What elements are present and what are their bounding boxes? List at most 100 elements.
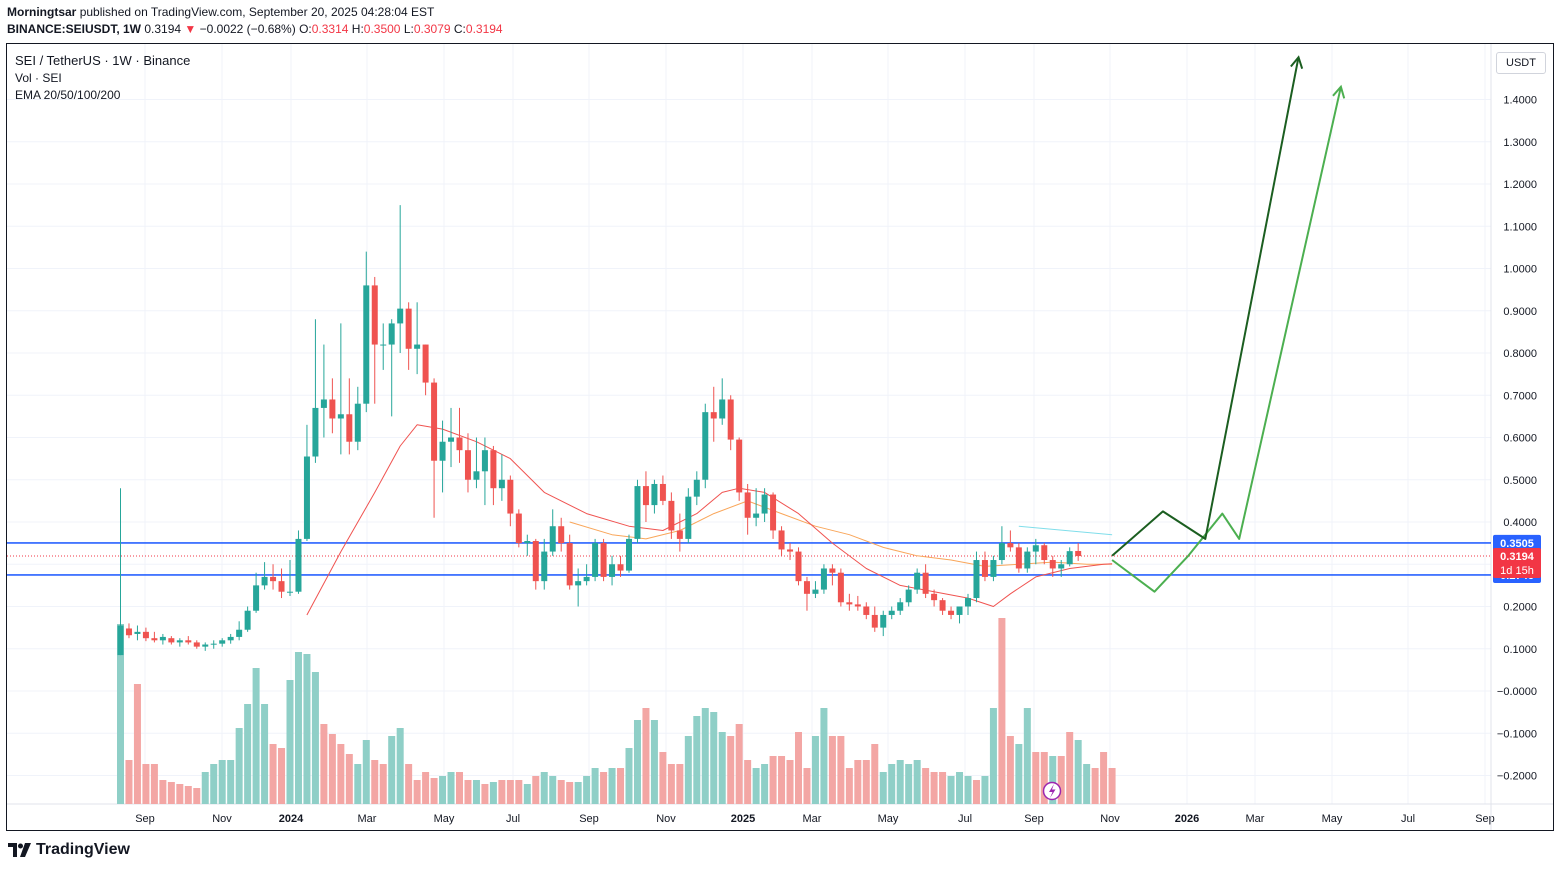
volume-bar [956,772,964,804]
down-arrow-icon: ▼ [184,22,197,36]
x-tick-label: Nov [212,813,232,825]
candle-body [337,414,344,419]
candle-body [176,640,183,643]
volume-bar [684,736,692,804]
y-tick-label: 0.9000 [1503,306,1537,318]
candle-body [142,631,149,639]
volume-bar [328,734,336,804]
volume-bar [320,724,328,804]
candle-body [778,530,785,550]
brand-name: TradingView [36,841,130,858]
candle-body [1058,564,1065,569]
x-tick-label: Nov [656,813,676,825]
candle-body [710,412,717,419]
volume-bar [667,764,675,804]
volume-bar [718,732,726,804]
volume-bar [269,744,277,804]
x-tick-label: Mar [1246,813,1265,825]
candle-body [719,399,726,419]
volume-bar [549,776,557,804]
low-value: 0.3079 [413,22,451,36]
volume-bar [786,760,794,804]
candle-body [998,543,1005,561]
x-tick-label: Jul [958,813,972,825]
x-tick-label: Nov [1100,813,1120,825]
volume-bar [650,720,658,804]
y-tick-label: 1.0000 [1503,264,1537,276]
volume-bar [218,760,226,804]
x-tick-label: Jul [1401,813,1415,825]
volume-bar [278,748,286,804]
x-tick-label: May [1322,813,1343,825]
candle-body [693,479,700,497]
candle-body [202,644,209,647]
legend-ema: EMA 20/50/100/200 [15,88,121,102]
volume-bar [405,764,413,804]
tag-upper-bg [1493,534,1541,551]
volume-bar [337,744,345,804]
chart-frame [6,43,1554,831]
publish-line: Morningtsar published on TradingView.com… [7,5,434,19]
candle-body [922,572,929,594]
volume-bar [837,736,845,804]
volume-bar [167,782,175,804]
candle-body [253,585,260,611]
tag-countdown-label: 1d 15h [1500,565,1534,577]
candle-body [812,589,819,594]
volume-bar [828,736,836,804]
volume-bar [1066,732,1074,804]
candle-body [1041,545,1048,561]
volume-bar [600,772,608,804]
legend-title: SEI / TetherUS · 1W · Binance [15,53,191,68]
candle-body [1024,551,1031,569]
volume-bar [879,772,887,804]
y-tick-label: 0.6000 [1503,433,1537,445]
volume-bar [252,668,260,804]
ema20-line [306,424,1113,616]
volume-bar [854,760,862,804]
candle-body [948,610,955,615]
candle-body [905,589,912,603]
candle-body [727,399,734,440]
volume-bar [362,740,370,804]
volume-bar [201,772,209,804]
x-tick-label: Sep [1024,813,1044,825]
tag-current-bg [1493,548,1541,579]
volume-bar [727,736,735,804]
volume-bar [642,708,650,804]
volume-bar [125,760,133,804]
candle-body [1032,545,1039,552]
volume-bar [981,776,989,804]
high-value: 0.3500 [363,22,401,36]
candle-body [566,543,573,586]
candle-body [558,526,565,544]
volume-bar [422,772,430,804]
y-tick-label: 1.2000 [1503,179,1537,191]
volume-bar [1032,752,1040,804]
currency-button[interactable]: USDT [1496,52,1546,74]
y-tick-label: 1.1000 [1503,221,1537,233]
volume-bar [574,782,582,804]
volume-bar [286,680,294,804]
volume-bar [591,768,599,804]
volume-bar [1040,752,1048,804]
volume-bar [676,764,684,804]
candle-body [278,581,285,592]
volume-bar [693,716,701,804]
tag-upper-label: 0.3505 [1500,538,1534,550]
x-tick-label: May [878,813,899,825]
volume-bar [472,780,480,804]
volume-bar [701,708,709,804]
volume-bar [464,780,472,804]
projection-path-light [1111,86,1342,593]
candle-body [914,572,921,590]
candle-body [642,486,649,506]
volume-bar [583,776,591,804]
author-name[interactable]: Morningtsar [7,5,77,19]
trend-line [1018,525,1113,536]
candle-body [1049,560,1056,569]
tradingview-logo[interactable]: TradingView [8,841,130,859]
candle-body [863,606,870,615]
volume-bar [761,764,769,804]
